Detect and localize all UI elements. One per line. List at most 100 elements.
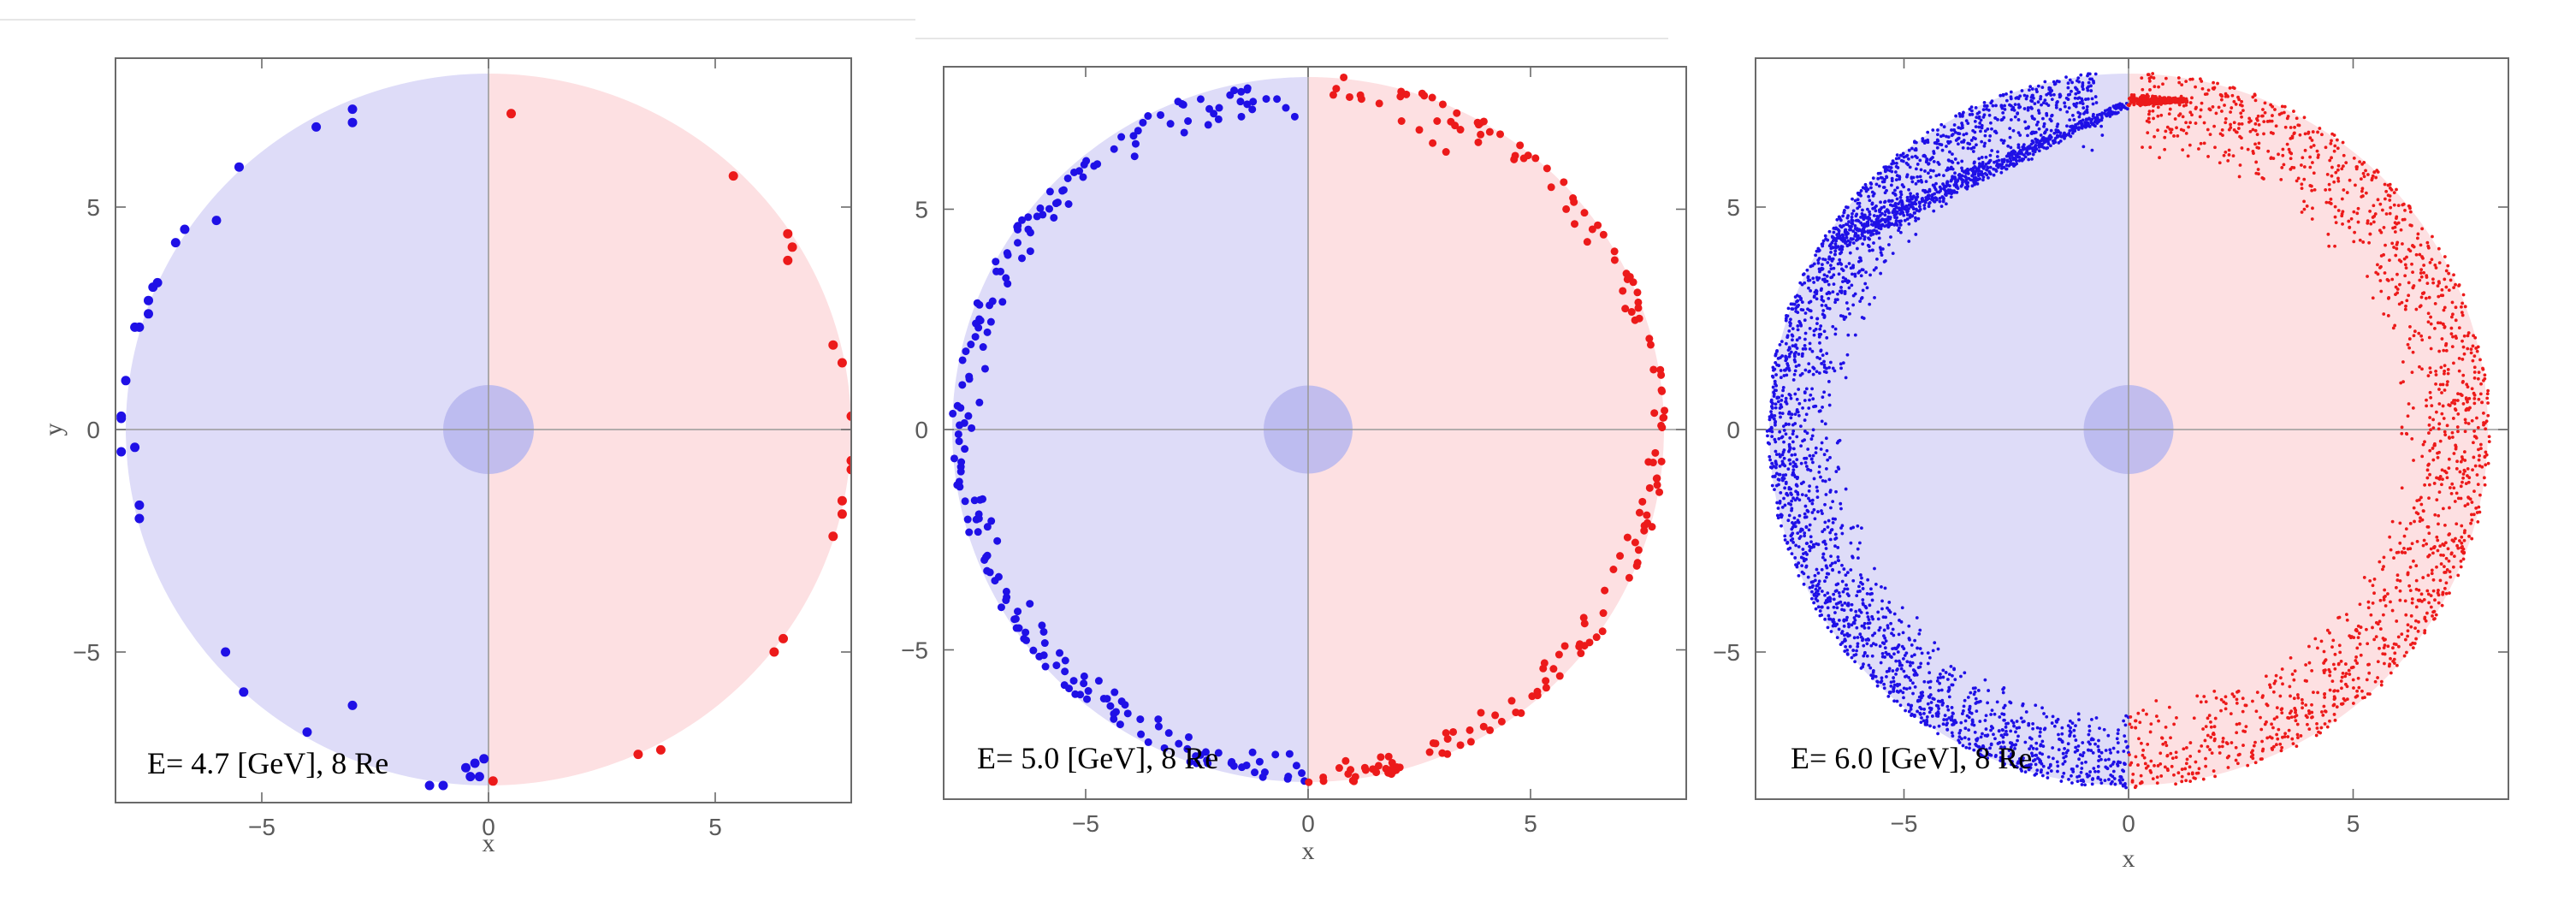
point-red [2155,781,2159,785]
point-red [2230,692,2235,696]
point-blue [2098,755,2101,758]
point-red [2336,168,2340,172]
point-blue [2111,746,2116,750]
point-red [2295,693,2300,696]
point-red [2140,76,2144,80]
point-red [1609,566,1618,574]
point-blue [2076,779,2080,784]
point-blue [1787,366,1791,370]
point-blue [1839,507,1843,511]
point-red [1474,138,1483,146]
point-blue [1921,197,1924,200]
point-blue [1868,210,1871,214]
point-red [2301,156,2305,160]
point-blue [1945,678,1950,681]
point-blue [1806,575,1810,579]
point-red [2372,637,2377,642]
point-blue [2003,762,2006,766]
point-red [2319,726,2324,730]
point-blue [1804,465,1809,468]
point-blue [1910,155,1914,159]
point-red [2389,656,2392,661]
point-red [2275,715,2279,720]
point-red [2307,661,2312,665]
point-blue [470,758,480,768]
point-blue [1953,171,1957,175]
point-red [2478,464,2482,468]
point-blue [2005,729,2008,733]
point-blue [2107,110,2111,115]
point-red [2437,589,2440,592]
point-red [2408,325,2412,329]
point-red [2420,367,2424,371]
point-blue [1866,243,1870,247]
point-blue [1841,214,1845,218]
point-blue [1905,213,1910,216]
point-red [2450,482,2455,486]
x-tick-label: −5 [1072,810,1099,837]
point-blue [1837,619,1841,622]
point-blue [1825,566,1829,570]
point-blue [1777,395,1781,400]
point-blue [992,258,1000,266]
point-red [2229,122,2232,127]
point-red [2452,286,2456,289]
point-red [2287,147,2291,151]
point-red [2163,135,2167,139]
point-red [2281,147,2285,151]
point-red [837,509,847,519]
point-blue [1788,546,1792,550]
point-blue [2064,755,2068,758]
point-blue [1248,105,1257,114]
point-blue [958,356,967,365]
point-red [2338,650,2342,655]
point-blue [2046,771,2050,775]
point-red [2401,360,2405,364]
point-red [2147,120,2151,124]
point-blue [2064,750,2069,755]
point-blue [1868,603,1872,608]
point-red [2232,86,2236,91]
point-blue [1944,202,1948,206]
point-red [2295,714,2299,718]
point-red [2441,590,2445,595]
point-blue [1840,531,1845,536]
point-blue [1910,203,1915,206]
point-blue [1837,570,1841,574]
point-red [1433,117,1442,125]
point-blue [1785,401,1789,406]
point-blue [1775,363,1780,367]
point-blue [1831,520,1835,525]
point-blue [1908,661,1912,665]
point-blue [1846,634,1851,638]
point-red [2382,646,2386,649]
point-red [2436,284,2440,288]
point-red [2236,689,2241,693]
point-blue [1969,139,1974,142]
point-blue [1980,139,1984,144]
point-blue [1815,317,1820,321]
point-red [2428,472,2431,477]
point-blue [474,772,484,782]
point-red [2302,177,2307,181]
point-red [2376,660,2380,664]
point-blue [1797,413,1801,418]
point-blue [1966,184,1970,188]
point-blue [2069,726,2072,730]
point-red [2174,782,2177,786]
point-red [2128,722,2132,726]
point-blue [1845,353,1850,357]
point-blue [1874,582,1878,586]
point-blue [2031,152,2035,157]
point-red [2224,92,2228,96]
point-red [1579,614,1588,622]
point-red [2159,751,2163,756]
point-blue [1905,208,1910,212]
point-red [2308,155,2312,159]
point-blue [1782,429,1786,432]
point-blue [1780,394,1785,398]
point-red [2187,772,2191,776]
point-red [2281,153,2285,157]
point-red [2324,145,2328,150]
point-red [1374,762,1383,770]
